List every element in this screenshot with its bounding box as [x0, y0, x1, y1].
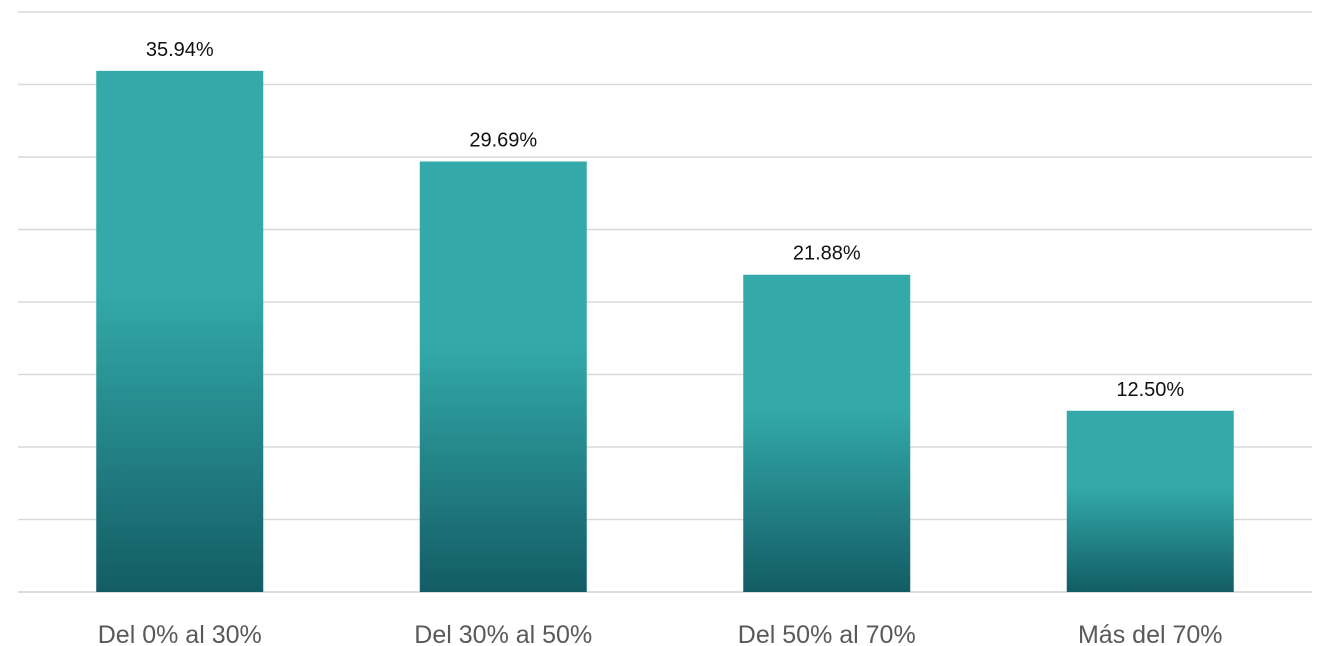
category-label: Más del 70% [1078, 621, 1223, 646]
bar [1066, 410, 1234, 592]
data-label: 12.50% [1116, 379, 1184, 401]
category-label: Del 0% al 30% [98, 621, 262, 646]
data-label: 29.69% [469, 129, 537, 151]
data-label: 35.94% [146, 39, 214, 61]
bar [419, 161, 587, 592]
data-label: 21.88% [793, 243, 861, 265]
bars [96, 70, 1234, 593]
category-labels: Del 0% al 30% Del 30% al 50% Del 50% al 70… [98, 621, 1223, 646]
bar [96, 70, 264, 593]
category-label: Del 50% al 70% [738, 621, 916, 646]
data-labels: 35.94% 29.69% 21.88% 12.50% [146, 39, 1185, 401]
category-label: Del 30% al 50% [414, 621, 592, 646]
bar [743, 274, 911, 592]
